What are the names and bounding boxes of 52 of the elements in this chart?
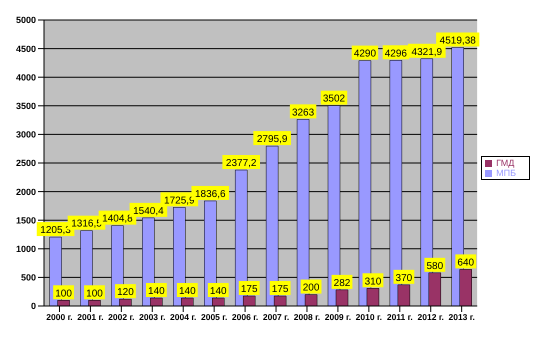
data-label: 370 bbox=[396, 272, 413, 284]
x-tick-label: 2005 г. bbox=[200, 312, 228, 322]
data-label: 3263 bbox=[292, 107, 315, 118]
x-tick-label: 2010 г. bbox=[356, 312, 382, 322]
data-label: 175 bbox=[240, 284, 258, 295]
data-label: 310 bbox=[364, 276, 382, 288]
y-tick-label: 500 bbox=[20, 272, 36, 283]
data-label: 3502 bbox=[322, 94, 346, 105]
x-tick-label: 2002 г. bbox=[108, 312, 135, 322]
y-tick-label: 1500 bbox=[16, 215, 36, 226]
x-tick-label: 2003 г. bbox=[139, 312, 166, 322]
legend-label: ГМД bbox=[496, 158, 514, 168]
data-label: 1404,8 bbox=[102, 214, 134, 225]
data-label: 175 bbox=[272, 284, 289, 295]
data-label: 140 bbox=[210, 286, 228, 297]
data-label: 1836,6 bbox=[194, 188, 226, 200]
data-label: 120 bbox=[117, 287, 134, 298]
data-label: 2377,2 bbox=[226, 158, 257, 170]
x-tick-label: 2008 г. bbox=[294, 312, 320, 322]
y-tick-label: 3500 bbox=[16, 100, 36, 111]
data-label: 200 bbox=[302, 282, 320, 294]
x-tick-label: 2006 г. bbox=[232, 312, 258, 322]
legend-label: МПБ bbox=[496, 168, 516, 178]
data-label: 640 bbox=[457, 257, 475, 268]
y-tick-label: 5000 bbox=[16, 15, 36, 26]
x-tick-label: 2007 г. bbox=[262, 312, 290, 322]
data-label: 4519,38 bbox=[440, 35, 476, 46]
y-tick-label: 4500 bbox=[16, 44, 36, 54]
data-label: 4321,9 bbox=[412, 46, 443, 58]
y-tick-label: 4000 bbox=[16, 72, 36, 82]
x-tick-label: 2004 г. bbox=[170, 312, 196, 322]
x-tick-label: 2013 г. bbox=[448, 312, 475, 322]
y-tick-label: 3000 bbox=[16, 130, 36, 140]
data-label: 580 bbox=[426, 260, 444, 272]
data-label: 282 bbox=[334, 278, 351, 289]
y-tick-label: 0 bbox=[30, 301, 36, 312]
y-tick-label: 2000 bbox=[16, 186, 36, 197]
data-label: 140 bbox=[148, 286, 166, 297]
x-tick-label: 2011 г. bbox=[386, 312, 413, 322]
data-label: 1540,4 bbox=[133, 206, 164, 217]
x-tick-label: 2001 г. bbox=[77, 312, 104, 322]
x-tick-label: 2009 г. bbox=[324, 312, 352, 322]
data-label: 4296 bbox=[384, 48, 408, 60]
data-label: 100 bbox=[55, 288, 72, 300]
data-label: 2795,9 bbox=[256, 134, 288, 146]
y-tick-label: 2500 bbox=[16, 158, 36, 168]
data-label: 100 bbox=[86, 288, 104, 300]
x-tick-label: 2000 г. bbox=[46, 312, 73, 322]
data-label: 140 bbox=[178, 286, 196, 297]
data-label: 4290 bbox=[354, 48, 377, 60]
y-tick-label: 1000 bbox=[16, 244, 36, 254]
x-tick-label: 2012 г. bbox=[418, 312, 444, 322]
